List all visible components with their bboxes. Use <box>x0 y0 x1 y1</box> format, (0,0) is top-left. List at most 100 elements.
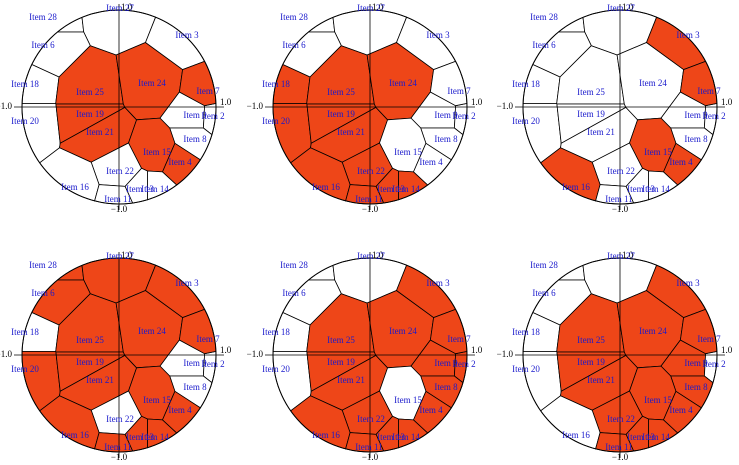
item-label: Item 18 <box>512 327 540 337</box>
panel: −1.0 1.0 1.0 −1.0 Item 28 Item 27 Item 6 Item 1… <box>247 2 483 214</box>
panel: −1.0 1.0 1.0 −1.0 Item 28 Item 27 Item 6 Item 1… <box>497 250 733 462</box>
item-label: Item 9 <box>684 110 708 120</box>
item-label: Item 6 <box>282 40 306 50</box>
item-label: Item 28 <box>29 260 57 270</box>
item-label: Item 18 <box>512 79 540 89</box>
item-label: Item 7 <box>697 334 721 344</box>
item-label: Item 28 <box>530 12 558 22</box>
axis-label: −1.0 <box>111 452 128 462</box>
item-label: Item 3 <box>676 30 700 40</box>
item-label: Item 14 <box>392 184 420 194</box>
item-label: Item 7 <box>196 334 220 344</box>
item-label: Item 13 <box>627 184 655 194</box>
item-label: Item 22 <box>357 414 385 424</box>
axis-label: −1.0 <box>0 101 12 111</box>
item-label: Item 6 <box>532 288 556 298</box>
item-label: Item 20 <box>512 364 540 374</box>
item-label: Item 3 <box>426 30 450 40</box>
item-label: Item 3 <box>426 278 450 288</box>
item-label: Item 24 <box>138 326 166 336</box>
item-label: Item 3 <box>175 30 199 40</box>
item-label: Item 7 <box>196 86 220 96</box>
axis-label: 1.0 <box>220 345 232 355</box>
item-label: Item 2 <box>452 111 475 121</box>
voronoi-cell <box>56 16 85 33</box>
item-label: Item 13 <box>627 432 655 442</box>
voronoi-cell <box>307 264 336 281</box>
axis-label: 1.0 <box>121 250 133 260</box>
item-label: Item 14 <box>642 184 670 194</box>
voronoi-cell <box>307 16 336 33</box>
item-label: Item 20 <box>262 364 290 374</box>
item-label: Item 27 <box>607 251 635 261</box>
item-label: Item 11 <box>355 194 382 204</box>
item-label: Item 14 <box>141 432 169 442</box>
item-label: Item 16 <box>312 182 340 192</box>
item-label: Item 15 <box>394 147 422 157</box>
item-label: Item 8 <box>434 382 458 392</box>
item-label: Item 7 <box>447 86 471 96</box>
item-label: Item 8 <box>684 382 708 392</box>
item-label: Item 27 <box>106 3 134 13</box>
item-label: Item 21 <box>587 375 615 385</box>
panel: −1.0 1.0 1.0 −1.0 Item 28 Item 27 Item 6 Item 1… <box>247 250 483 462</box>
item-label: Item 21 <box>337 127 365 137</box>
item-label: Item 27 <box>607 3 635 13</box>
item-label: Item 16 <box>562 182 590 192</box>
item-label: Item 14 <box>642 432 670 442</box>
item-label: Item 21 <box>587 127 615 137</box>
item-label: Item 18 <box>262 327 290 337</box>
item-label: Item 9 <box>434 358 458 368</box>
item-label: Item 11 <box>605 442 632 452</box>
item-label: Item 19 <box>577 109 605 119</box>
item-label: Item 21 <box>337 375 365 385</box>
axis-label: 1.0 <box>220 97 232 107</box>
item-label: Item 8 <box>183 382 207 392</box>
item-label: Item 11 <box>605 194 632 204</box>
item-label: Item 25 <box>327 87 355 97</box>
item-label: Item 6 <box>282 288 306 298</box>
axis-label: 1.0 <box>622 250 634 260</box>
item-label: Item 8 <box>183 134 207 144</box>
axis-label: −1.0 <box>612 452 629 462</box>
item-label: Item 11 <box>104 194 131 204</box>
item-label: Item 16 <box>61 182 89 192</box>
item-label: Item 27 <box>357 251 385 261</box>
item-label: Item 22 <box>607 414 635 424</box>
item-label: Item 28 <box>530 260 558 270</box>
item-label: Item 20 <box>262 116 290 126</box>
item-label: Item 7 <box>447 334 471 344</box>
item-label: Item 24 <box>138 78 166 88</box>
item-label: Item 25 <box>327 335 355 345</box>
axis-label: 1.0 <box>471 97 483 107</box>
axis-label: 1.0 <box>471 345 483 355</box>
item-label: Item 24 <box>389 78 417 88</box>
item-label: Item 15 <box>644 395 672 405</box>
item-label: Item 25 <box>76 87 104 97</box>
axis-label: −1.0 <box>612 204 629 214</box>
item-label: Item 15 <box>394 395 422 405</box>
item-label: Item 18 <box>11 327 39 337</box>
item-label: Item 6 <box>31 288 55 298</box>
item-label: Item 4 <box>669 157 693 167</box>
item-label: Item 21 <box>86 375 114 385</box>
item-label: Item 4 <box>419 157 443 167</box>
axis-label: 1.0 <box>622 2 634 12</box>
item-label: Item 19 <box>76 109 104 119</box>
axis-label: −1.0 <box>362 452 379 462</box>
item-label: Item 8 <box>434 134 458 144</box>
item-label: Item 24 <box>639 78 667 88</box>
axis-label: −1.0 <box>362 204 379 214</box>
item-label: Item 4 <box>168 405 192 415</box>
item-label: Item 28 <box>280 260 308 270</box>
item-label: Item 22 <box>106 414 134 424</box>
item-label: Item 15 <box>143 395 171 405</box>
item-label: Item 16 <box>61 430 89 440</box>
item-label: Item 2 <box>201 359 224 369</box>
axis-label: 1.0 <box>721 97 733 107</box>
item-label: Item 21 <box>86 127 114 137</box>
item-label: Item 13 <box>126 432 154 442</box>
axis-label: 1.0 <box>721 345 733 355</box>
item-label: Item 25 <box>577 335 605 345</box>
